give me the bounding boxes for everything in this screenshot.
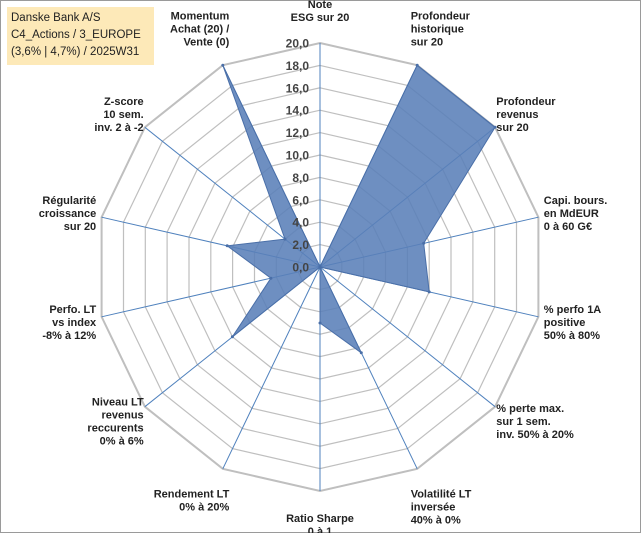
tick-label: 18,0	[286, 59, 310, 73]
title-line-2: C4_Actions / 3_EUROPE	[11, 29, 141, 41]
axis-label: Z-score 10 sem. inv. 2 à -2	[94, 96, 143, 134]
axis-label-layer: Note ESG sur 20 Profondeur historique sur 20…	[39, 0, 608, 533]
data-point	[427, 290, 431, 294]
axis-label: Momentum Achat (20) / Vente (0)	[170, 10, 230, 48]
tick-label: 2,0	[292, 238, 309, 252]
axis-label: Profondeur historique sur 20	[411, 10, 471, 48]
data-point	[230, 335, 234, 339]
axis-label: Note ESG sur 20	[291, 0, 350, 24]
axis-label: Capi. bours. en MdEUR 0 à 60 G€	[544, 195, 608, 233]
axis-label: Profondeur revenus sur 20	[496, 96, 556, 134]
axis-label: Régularité croissance sur 20	[39, 195, 96, 233]
tick-label: 12,0	[286, 126, 310, 140]
data-point	[221, 63, 225, 67]
axis-spoke	[222, 266, 321, 470]
tick-label: 4,0	[292, 216, 309, 230]
data-layer	[221, 63, 497, 355]
data-point	[422, 241, 426, 245]
tick-label-layer: 0,0 2,0 4,0 6,0 8,0 10,0 12,0 14,0 16,0 18,0 20,0	[286, 37, 310, 275]
tick-label: 8,0	[292, 171, 309, 185]
axis-spoke	[319, 266, 496, 408]
axis-label: Rendement LT 0% à 20%	[154, 489, 230, 514]
data-point	[359, 351, 363, 355]
axis-label: Ratio Sharpe 0 à 1	[286, 513, 354, 533]
tick-label: 16,0	[286, 81, 310, 95]
axis-label: Perfo. LT vs index -8% à 12%	[42, 304, 97, 342]
series-area	[222, 64, 496, 354]
data-point	[318, 265, 322, 269]
tick-label: 0,0	[292, 261, 309, 275]
tick-label: 6,0	[292, 193, 309, 207]
axis-label: Niveau LT revenus reccurents 0% à 6%	[87, 396, 144, 447]
data-point	[269, 276, 273, 280]
data-point	[283, 237, 287, 241]
axis-label: % perte max. sur 1 sem. inv. 50% à 20%	[496, 403, 574, 441]
tick-label: 20,0	[286, 37, 310, 51]
chart-title-box: Danske Bank A/S C4_Actions / 3_EUROPE (3…	[7, 7, 154, 65]
tick-label: 14,0	[286, 104, 310, 118]
title-line-3: (3,6% | 4,7%) / 2025W31	[11, 46, 140, 58]
axis-label: Volatilité LT inversée 40% à 0%	[411, 489, 472, 527]
axis-label: % perfo 1A positive 50% à 80%	[544, 304, 602, 342]
tick-label: 10,0	[286, 149, 310, 163]
data-point	[493, 125, 497, 129]
title-line-1: Danske Bank A/S	[11, 12, 101, 24]
data-point	[415, 63, 419, 67]
data-point	[225, 244, 229, 248]
data-point	[318, 321, 322, 325]
